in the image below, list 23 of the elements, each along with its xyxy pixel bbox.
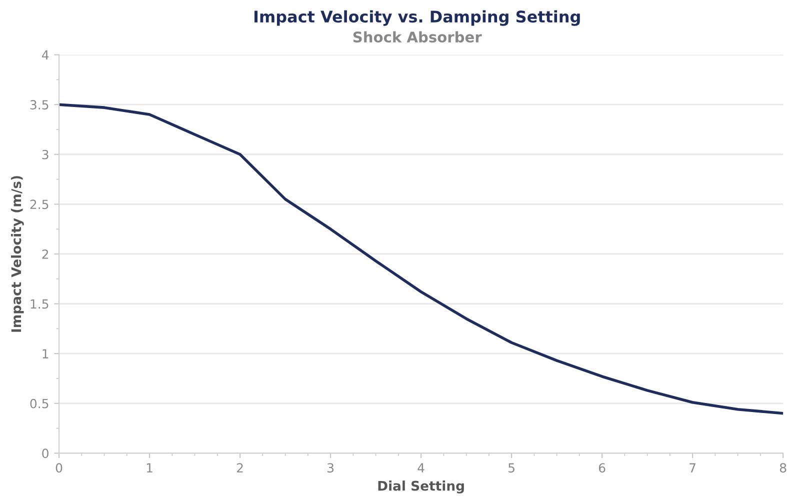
y-tick-label: 4 — [42, 50, 49, 60]
y-tick-label: 1.5 — [30, 299, 48, 309]
y-tick-label: 3 — [42, 150, 48, 160]
y-tick-label: 2.5 — [30, 200, 48, 210]
chart-title: Impact Velocity vs. Damping Setting — [254, 10, 580, 26]
x-tick-label: 1 — [146, 463, 152, 472]
x-axis-title: Dial Setting — [378, 480, 464, 494]
y-tick-label: 2 — [42, 249, 48, 259]
line-series — [59, 103, 784, 415]
x-tick-label: 3 — [328, 463, 334, 473]
y-tick-label: 1 — [42, 349, 48, 358]
x-tick-label: 0 — [56, 463, 62, 473]
x-tick-label: 5 — [508, 463, 514, 473]
x-tick-label: 4 — [418, 463, 424, 472]
x-tick-label: 2 — [236, 463, 243, 472]
y-tick-label: 0 — [42, 448, 48, 458]
y-tick-label: 0.5 — [30, 398, 48, 408]
x-tick-label: 6 — [598, 463, 606, 473]
y-axis-title: Impact Velocity (m/s) — [10, 176, 24, 332]
x-tick-label: 8 — [780, 463, 786, 473]
y-tick-label: 3.5 — [30, 100, 48, 110]
x-tick-label: 7 — [690, 463, 696, 472]
chart-subtitle: Shock Absorber — [353, 31, 482, 43]
